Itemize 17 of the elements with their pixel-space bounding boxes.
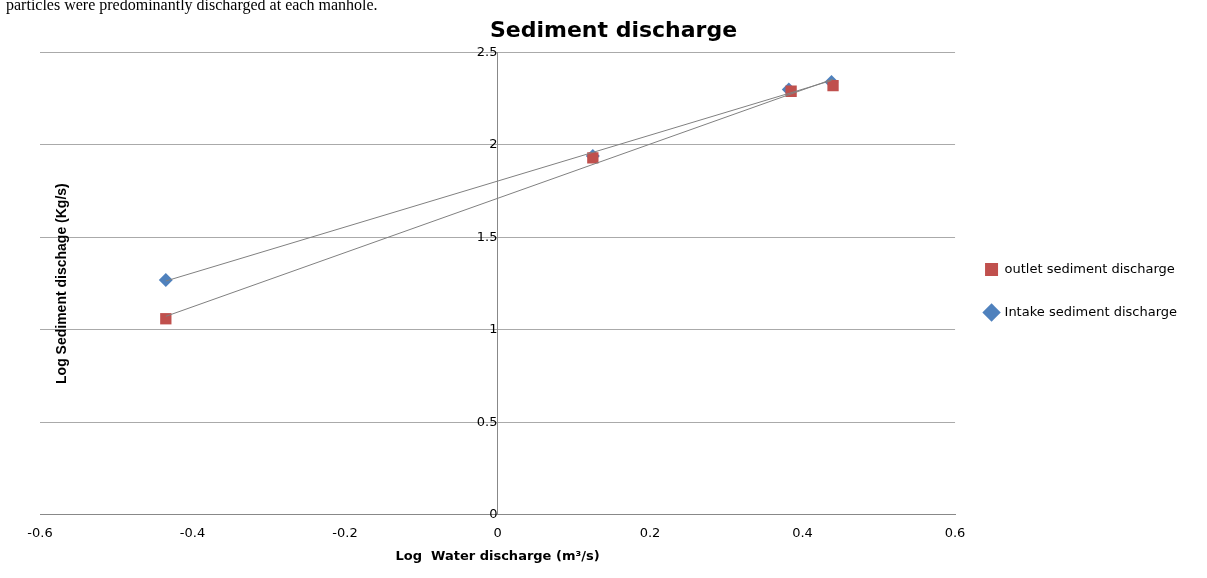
y-tick-label: 0 (489, 506, 498, 522)
x-tick-label: 0.6 (944, 524, 966, 540)
y-tick-label: 1.5 (476, 228, 498, 244)
y-tick-label: 2 (489, 136, 498, 152)
y-tick-label: 2.5 (476, 43, 498, 59)
y-tick-label: 0.5 (476, 413, 498, 429)
x-axis-title: Log Water discharge (m³/s) (395, 547, 600, 563)
legend-label: outlet sediment discharge (1004, 260, 1175, 276)
chart-title: Sediment discharge (489, 16, 738, 42)
x-tick-label: -0.6 (27, 524, 53, 540)
x-tick-label: 0.4 (792, 524, 813, 540)
x-tick-label: 0.2 (639, 524, 661, 540)
y-axis-title: Log Sediment dischage (Kg/s) (52, 183, 69, 384)
x-tick-label: -0.2 (332, 524, 358, 540)
legend-label: Intake sediment discharge (1004, 303, 1177, 319)
y-tick-label: 1 (489, 321, 498, 337)
x-tick-label: -0.4 (179, 524, 206, 540)
